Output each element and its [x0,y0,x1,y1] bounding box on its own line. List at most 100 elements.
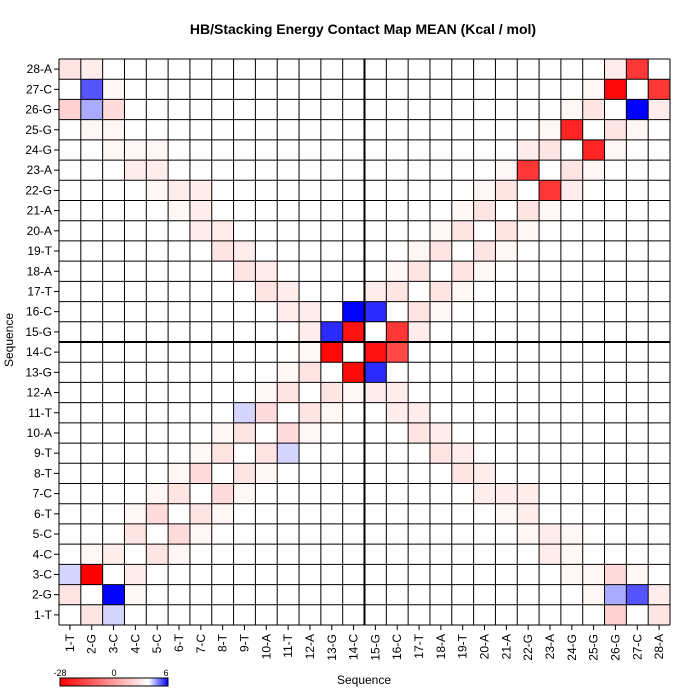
heatmap-cell [102,139,125,161]
x-tick-label: 16-C [390,634,404,660]
colorbar-min-label: -28 [53,668,66,678]
x-tick-label: 2-G [85,634,99,654]
heatmap-cell [560,99,583,120]
x-tick-label: 11-T [281,633,295,657]
heatmap-cell [189,200,212,221]
heatmap-cell [59,99,81,120]
heatmap-cell [233,483,256,504]
y-tick-label: 15-G [25,325,52,339]
heatmap-cell [255,261,278,282]
heatmap-cell [320,342,343,363]
heatmap-cell [539,544,561,565]
heatmap-cell [517,220,540,241]
x-tick-label: 26-G [608,634,622,661]
x-tick-label: 21-A [499,634,513,659]
x-axis-label: Sequence [337,673,391,687]
y-tick-label: 14-C [26,345,52,359]
heatmap-cell [189,180,212,201]
heatmap-cell [102,99,125,120]
x-tick-label: 3-C [107,634,121,654]
heatmap-cell [495,180,518,201]
heatmap-cell [102,119,125,140]
colorbar: -28 0 6 [53,668,169,687]
heatmap-cell [560,523,583,545]
colorbar-mid-label: 0 [111,668,116,678]
heatmap-cell [364,301,387,322]
heatmap-cell [255,402,278,423]
heatmap-cell [233,261,256,282]
heatmap-cell [408,240,430,262]
heatmap-cell [277,362,300,383]
x-tick-label: 1-T [63,633,77,652]
y-tick-label: 13-G [25,365,52,379]
heatmap-cell [299,402,321,423]
colorbar-max-label: 6 [163,668,168,678]
heatmap-cell [299,321,321,342]
heatmap-cell [582,139,605,161]
heatmap-cell [168,544,190,565]
heatmap-cell [80,564,103,585]
heatmap-cell [364,362,387,383]
heatmap-cell [648,604,670,625]
heatmap-cell [80,544,103,565]
heatmap-cell [582,160,605,181]
heatmap-cell [626,584,649,605]
heatmap-cell [146,139,169,161]
heatmap-cell [517,160,540,181]
heatmap-cell [560,160,583,181]
y-tick-label: 27-C [26,82,52,96]
heatmap-cell [429,240,452,262]
heatmap-cell [648,79,670,100]
y-tick-label: 16-C [26,305,52,319]
heatmap-cell [626,99,649,120]
heatmap-cell [408,402,430,423]
y-tick-labels: 1-T 2-G 3-C 4-C 5-C 6-T 7-C 8-T 9-T 10-A 11-T 12-A 1… [25,62,59,622]
heatmap-cells [59,59,670,625]
heatmap-grid [58,58,671,626]
y-tick-label: 24-G [25,143,52,157]
heatmap-cell [168,523,190,545]
heatmap-cell [539,180,561,201]
heatmap-cell [277,422,300,444]
x-tick-label: 22-G [521,634,535,661]
heatmap-cell [299,422,321,444]
heatmap-cell [473,180,496,201]
heatmap-cell [451,463,474,484]
y-tick-label: 10-A [27,426,52,440]
heatmap-cell [189,523,212,545]
heatmap-cell [582,564,605,585]
heatmap-cell [604,139,627,161]
y-tick-label: 6-T [34,507,53,521]
heatmap-cell [386,402,409,423]
y-tick-label: 26-G [25,103,52,117]
heatmap-cell [102,584,125,605]
heatmap-cell [211,240,234,262]
heatmap-cell [124,160,147,181]
heatmap-cell [299,301,321,322]
heatmap-cell [80,119,103,140]
heatmap-cell [342,382,365,403]
heatmap-cell [59,59,81,80]
heatmap-cell [517,200,540,221]
heatmap-cell [495,483,518,504]
heatmap-cell [429,220,452,241]
heatmap-cell [342,301,365,322]
heatmap-cell [626,119,649,140]
heatmap-cell [124,523,147,545]
y-tick-label: 20-A [27,224,52,238]
heatmap-cell [408,261,430,282]
heatmap-cell [626,59,649,80]
y-tick-label: 18-A [27,264,52,278]
heatmap-cell [364,281,387,302]
y-tick-label: 25-G [25,123,52,137]
heatmap-cell [604,119,627,140]
x-tick-label: 28-A [652,634,666,659]
heatmap-cell [408,301,430,322]
heatmap-cell [473,240,496,262]
x-tick-label: 14-C [347,634,361,660]
heatmap-cell [495,160,518,181]
heatmap-cell [233,422,256,444]
y-tick-label: 22-G [25,183,52,197]
y-axis-label: Sequence [2,313,16,367]
x-tick-label: 24-G [565,634,579,661]
